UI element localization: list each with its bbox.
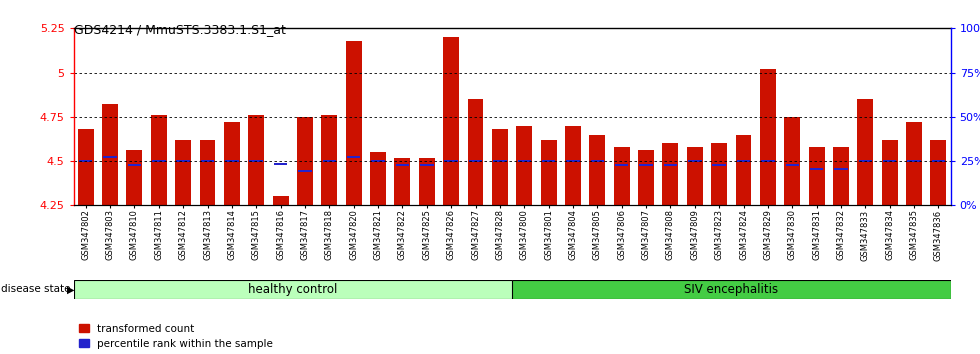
Bar [687,147,703,205]
Bar [103,156,117,159]
Bar [613,147,629,205]
Bar [883,160,897,162]
Bar [468,160,482,162]
Bar [906,122,922,205]
Bar [761,160,774,162]
Bar [250,160,263,162]
Bar [102,104,118,205]
Bar [396,164,409,166]
Text: disease state: disease state [1,284,71,295]
Bar [79,160,92,162]
Bar [467,99,483,205]
Bar [152,160,166,162]
Bar [808,147,824,205]
Bar [420,164,433,166]
Bar [371,160,385,162]
Bar [151,115,167,205]
Bar [930,140,947,205]
Bar [565,126,581,205]
Bar [542,160,556,162]
Bar [395,158,411,205]
Bar [663,164,677,166]
Bar [737,160,751,162]
Bar [321,115,337,205]
Bar [833,147,849,205]
Bar [541,140,557,205]
Bar [858,160,872,162]
Bar [322,160,336,162]
Bar [615,164,628,166]
Text: GDS4214 / MmuSTS.3383.1.S1_at: GDS4214 / MmuSTS.3383.1.S1_at [74,23,285,36]
Bar [932,160,945,162]
Bar [809,168,823,170]
Bar [126,150,142,205]
Bar [736,135,752,205]
Bar [370,152,386,205]
Bar [688,160,702,162]
Bar [298,170,312,172]
Bar [347,156,361,159]
Bar [200,140,216,205]
Bar [176,160,190,162]
Bar [175,140,191,205]
Bar [516,126,532,205]
Bar [858,99,873,205]
Bar [224,122,240,205]
Bar [662,143,678,205]
Bar [225,160,238,162]
Bar [517,160,531,162]
Bar [591,160,604,162]
Bar [297,117,313,205]
Bar [639,164,653,166]
Bar [834,168,848,170]
Text: healthy control: healthy control [248,283,337,296]
Bar [907,160,921,162]
Bar [493,160,507,162]
Text: ▶: ▶ [67,284,74,295]
Bar [248,115,265,205]
Bar [77,129,94,205]
Bar [418,158,435,205]
Bar [589,135,606,205]
Text: SIV encephalitis: SIV encephalitis [684,283,778,296]
Bar [638,150,654,205]
Bar [786,164,799,166]
Bar [127,164,141,166]
Bar [711,143,727,205]
Bar [882,140,898,205]
Bar [444,160,458,162]
Bar [760,69,776,205]
Bar [346,41,362,205]
Bar [712,164,726,166]
Bar [272,196,288,205]
Bar [201,160,215,162]
Bar [566,160,580,162]
Bar [443,37,459,205]
Bar [492,129,508,205]
Bar [273,164,287,166]
Bar [784,117,800,205]
Legend: transformed count, percentile rank within the sample: transformed count, percentile rank withi… [78,324,273,349]
